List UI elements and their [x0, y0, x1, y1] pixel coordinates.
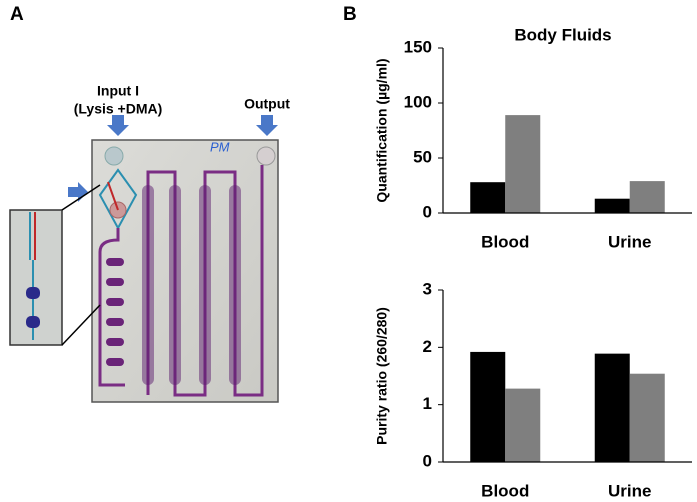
inset — [9, 184, 101, 346]
bar — [505, 115, 541, 213]
bar — [594, 198, 630, 213]
y-tick-label: 3 — [423, 279, 432, 298]
y-axis-label: Purity ratio (260/280) — [374, 307, 390, 445]
x-tick-label: Urine — [608, 232, 651, 251]
bar — [470, 182, 506, 213]
y-tick-label: 2 — [423, 337, 432, 356]
bar — [594, 353, 630, 462]
x-tick-label: Urine — [608, 481, 651, 500]
panel-label: A — [10, 4, 24, 25]
chip-photo: PM — [91, 139, 279, 403]
bar — [629, 181, 665, 213]
x-tick-label: Blood — [481, 481, 529, 500]
y-tick-label: 100 — [404, 92, 432, 111]
bar — [629, 373, 665, 462]
y-tick-label: 1 — [423, 394, 432, 413]
bar — [470, 351, 506, 462]
y-tick-label: 50 — [413, 147, 432, 166]
y-tick-label: 150 — [404, 37, 432, 56]
y-axis-label: Quantification (µg/ml) — [374, 58, 390, 202]
bar — [505, 388, 541, 462]
output-label: Output — [244, 96, 290, 112]
chip-mark: PM — [210, 139, 230, 154]
input-label: Input I — [97, 83, 139, 99]
y-tick-label: 0 — [423, 451, 432, 470]
x-tick-label: Blood — [481, 232, 529, 251]
input-sublabel: (Lysis +DMA) — [74, 101, 163, 117]
y-tick-label: 0 — [423, 202, 432, 221]
panel-label: B — [343, 4, 357, 25]
chart-title: Body Fluids — [514, 25, 611, 44]
